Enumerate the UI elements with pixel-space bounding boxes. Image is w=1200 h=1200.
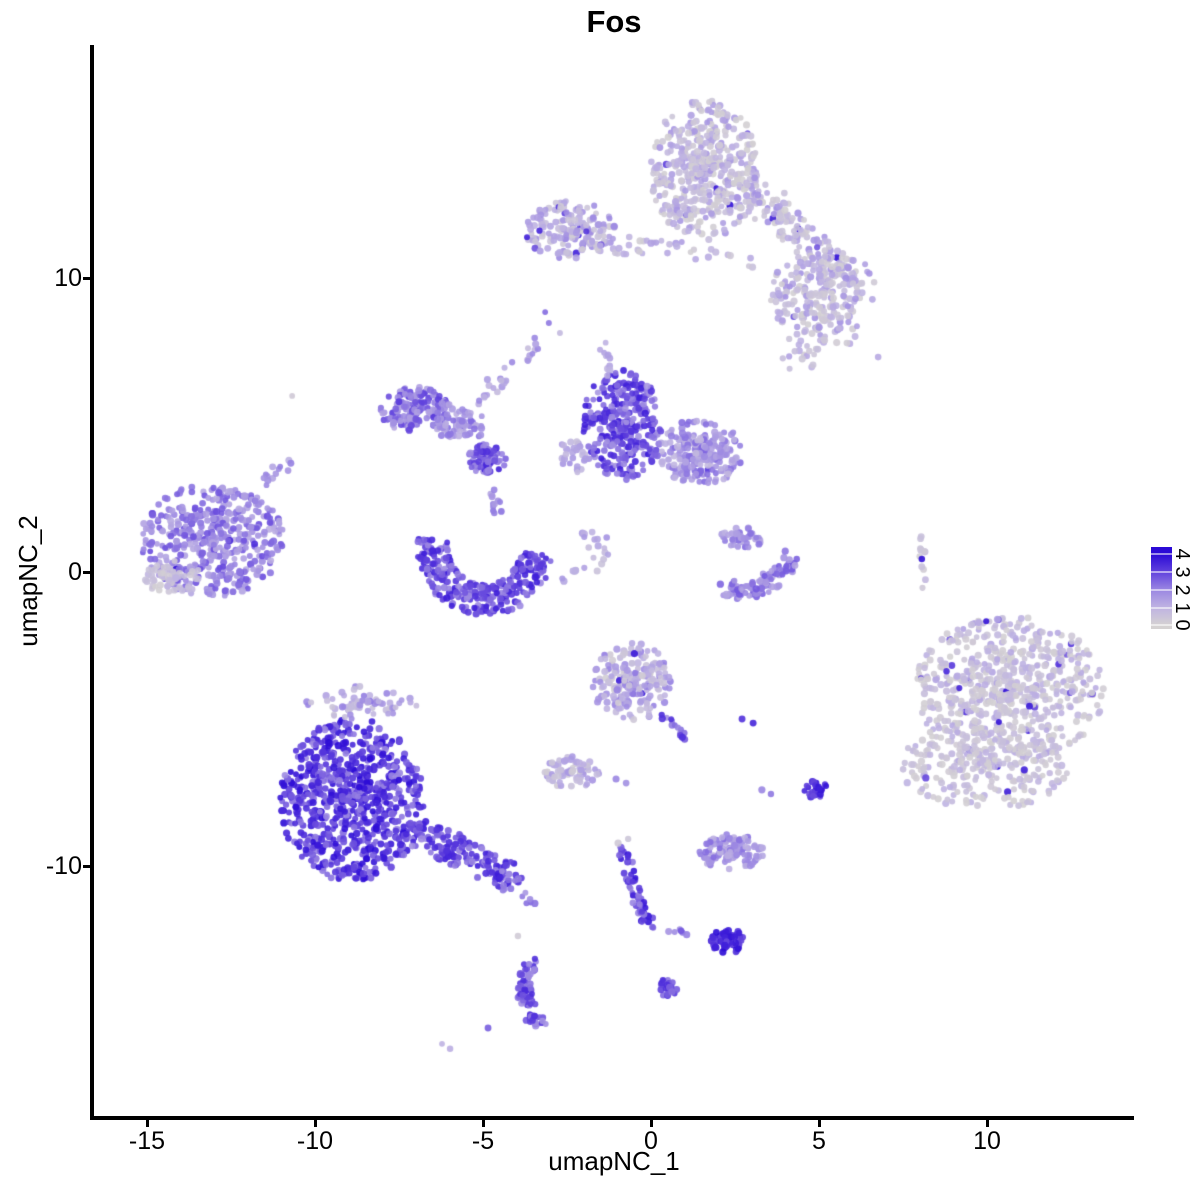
legend-tick-label: 2 [1171,584,1193,596]
y-tick-mark [83,276,91,280]
x-axis-line [90,1116,1134,1120]
legend-tick-label: 0 [1171,619,1193,631]
y-tick-mark [83,570,91,574]
x-tick-label: 5 [812,1127,826,1155]
x-tick-label: 10 [973,1127,1001,1155]
x-tick-mark [985,1119,989,1127]
x-tick-mark [145,1119,149,1127]
legend-tick-line [1151,588,1172,591]
y-axis-line [90,45,94,1119]
x-tick-label: -5 [471,1127,495,1155]
x-tick-mark [817,1119,821,1127]
legend-tick-label: 4 [1171,548,1193,560]
y-tick-mark [83,864,91,868]
x-tick-label: 0 [644,1127,658,1155]
y-tick-label: 10 [54,264,82,292]
y-tick-label: 0 [68,558,82,586]
x-tick-mark [313,1119,317,1127]
legend-tick-line [1151,624,1172,627]
x-tick-mark [481,1119,485,1127]
x-tick-label: -10 [296,1127,334,1155]
x-axis-title: umapNC_1 [548,1146,680,1176]
legend-tick-line [1151,606,1172,609]
legend-tick-label: 3 [1171,566,1193,578]
legend-tick-line [1151,570,1172,573]
plot-title: Fos [586,4,642,39]
x-tick-label: -15 [128,1127,166,1155]
legend-tick-label: 1 [1171,602,1193,614]
legend-tick-line [1151,553,1172,556]
x-tick-mark [649,1119,653,1127]
y-tick-label: -10 [45,852,82,880]
